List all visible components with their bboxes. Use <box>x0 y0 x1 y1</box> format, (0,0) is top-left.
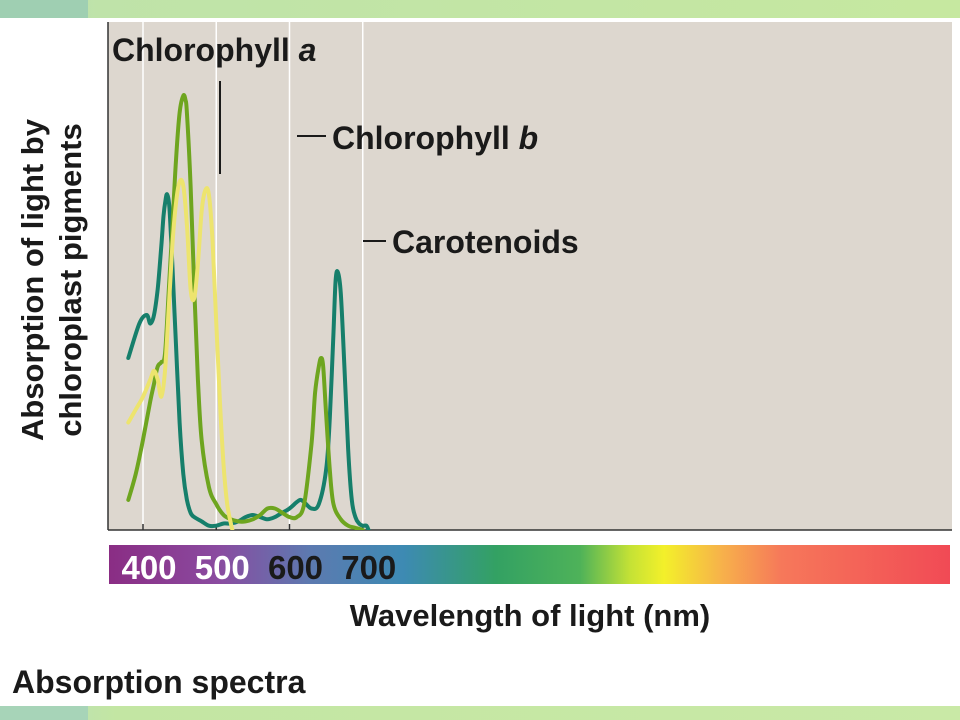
series-lines <box>126 93 371 530</box>
y-axis-label: Absorption of light by chloroplast pigme… <box>8 82 96 478</box>
x-tick-label-700: 700 <box>341 549 396 586</box>
x-axis-label: Wavelength of light (nm) <box>350 598 710 633</box>
x-tick-label-500: 500 <box>195 549 250 586</box>
series-label-part: b <box>519 120 539 156</box>
y-axis-label-line-1: Absorption of light by <box>15 119 50 442</box>
series-label-part: Chlorophyll <box>112 32 299 68</box>
spectrum-bar: 400 500 600 700 <box>109 545 950 586</box>
bottom-decor-chip <box>0 706 88 720</box>
series-line-carotenoids <box>126 177 235 530</box>
figure-caption: Absorption spectra <box>12 664 306 700</box>
series-label-part: Chlorophyll <box>332 120 519 156</box>
spectrum-gradient-bar <box>109 545 950 584</box>
bottom-decor-bar <box>0 706 960 720</box>
top-decor-chip <box>0 0 88 18</box>
series-label-carotenoids: Carotenoids <box>392 224 579 260</box>
x-tick-label-400: 400 <box>121 549 176 586</box>
series-label-chlorophyll-b: Chlorophyll b <box>332 120 538 156</box>
top-decor-bar <box>0 0 960 18</box>
plot-area <box>108 22 952 530</box>
series-label-part: a <box>299 32 317 68</box>
series-line-chlorophyll-a <box>126 192 371 530</box>
y-axis-label-line-2: chloroplast pigments <box>53 123 88 437</box>
x-tick-label-600: 600 <box>268 549 323 586</box>
series-label-part: Carotenoids <box>392 224 579 260</box>
series-label-chlorophyll-a: Chlorophyll a <box>112 32 316 68</box>
